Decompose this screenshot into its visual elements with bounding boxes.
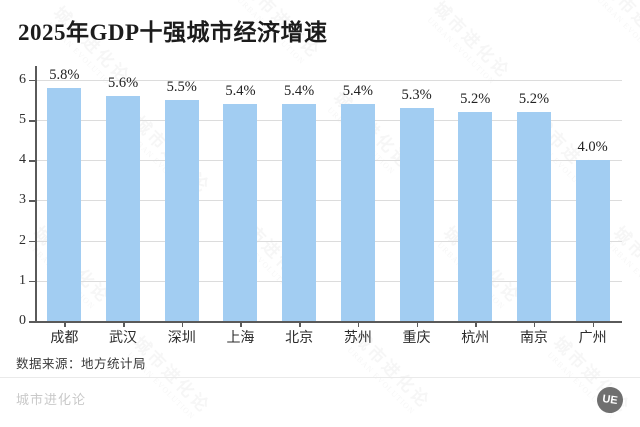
bar <box>516 111 551 321</box>
x-axis-line <box>35 321 622 323</box>
bar <box>164 99 199 321</box>
x-axis-tick <box>123 322 125 327</box>
bar <box>340 103 375 321</box>
bar-value-label: 5.2% <box>518 90 550 107</box>
data-source-note: 数据来源：地方统计局 <box>16 357 147 371</box>
bar <box>106 95 141 321</box>
footer-divider <box>0 377 640 378</box>
y-axis-tick <box>29 200 35 202</box>
x-axis-category-label: 重庆 <box>402 331 431 346</box>
y-axis-tick-label: 0 <box>19 313 26 328</box>
x-axis-tick <box>533 322 536 327</box>
x-axis-tick <box>357 322 360 327</box>
bar-value-label: 4.0% <box>577 139 608 156</box>
y-axis-tick <box>29 280 35 283</box>
bar <box>47 87 82 321</box>
x-axis-category-label: 北京 <box>285 331 314 346</box>
bar <box>223 103 258 321</box>
bar-value-label: 5.6% <box>107 74 139 91</box>
bar-value-label: 5.4% <box>284 82 315 99</box>
y-axis-tick-label: 3 <box>19 192 26 208</box>
bar-value-label: 5.3% <box>401 86 432 103</box>
y-axis-tick-label: 2 <box>19 232 26 248</box>
y-axis-tick-label: 5 <box>19 112 26 127</box>
x-axis-tick <box>181 322 184 327</box>
bar <box>282 103 317 321</box>
y-axis-tick <box>29 79 35 82</box>
x-axis-tick <box>416 322 419 327</box>
x-axis-tick <box>475 322 477 327</box>
x-axis-tick <box>64 322 66 327</box>
y-gridline <box>35 280 622 282</box>
y-gridline <box>35 240 622 242</box>
x-axis-category-label: 苏州 <box>343 331 372 346</box>
bar-value-label: 5.8% <box>49 66 80 83</box>
y-gridline <box>35 120 622 121</box>
y-axis-tick <box>29 240 35 243</box>
y-axis-tick <box>29 120 35 122</box>
x-axis-category-label: 深圳 <box>167 331 196 346</box>
bar <box>399 107 434 321</box>
x-axis-category-label: 上海 <box>226 331 255 346</box>
x-axis-category-label: 成都 <box>50 331 79 346</box>
x-axis-category-label: 广州 <box>578 331 607 346</box>
y-gridline <box>35 200 622 202</box>
bar-value-label: 5.4% <box>225 82 256 99</box>
x-axis-category-label: 南京 <box>519 331 548 346</box>
x-axis-category-label: 杭州 <box>461 331 490 346</box>
bar-value-label: 5.5% <box>166 78 197 95</box>
bar <box>575 160 610 321</box>
y-axis-line <box>35 66 37 321</box>
x-axis-category-label: 武汉 <box>109 331 138 346</box>
bar <box>458 111 493 321</box>
y-axis-tick-label: 4 <box>19 152 26 168</box>
footer-brand-text: 城市进化论 <box>16 392 87 407</box>
y-gridline <box>35 79 622 81</box>
x-axis-tick <box>592 322 595 327</box>
bar-value-label: 5.2% <box>460 90 491 107</box>
bar-value-label: 5.4% <box>342 82 373 99</box>
y-axis-tick <box>29 321 35 323</box>
y-gridline <box>35 160 622 162</box>
x-axis-tick <box>240 322 242 327</box>
y-axis-tick <box>29 160 35 162</box>
chart-title: 2025年GDP十强城市经济增速 <box>18 20 328 45</box>
y-axis-tick-label: 6 <box>19 71 26 87</box>
x-axis-tick <box>299 322 301 327</box>
y-axis-tick-label: 1 <box>19 272 26 288</box>
